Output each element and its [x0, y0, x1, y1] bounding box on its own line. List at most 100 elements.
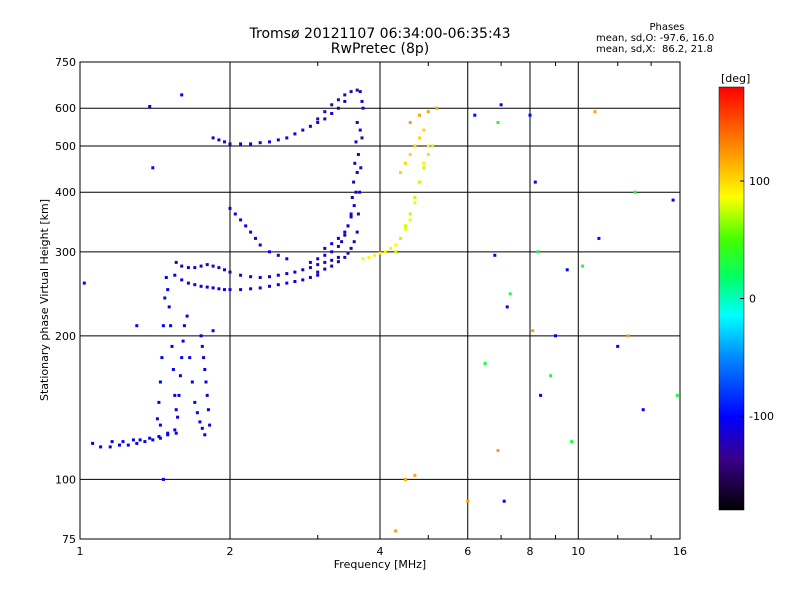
data-point: [346, 251, 350, 255]
data-point: [539, 393, 543, 397]
y-tick-label: 300: [55, 246, 76, 259]
data-point: [473, 113, 477, 117]
colorbar-ticks: 100 0 -100: [740, 175, 774, 423]
data-point: [499, 103, 503, 107]
data-point: [199, 264, 203, 268]
data-point: [316, 270, 320, 274]
data-point: [505, 305, 509, 309]
data-point: [316, 121, 320, 124]
data-point: [356, 212, 360, 216]
data-point: [308, 266, 312, 270]
data-point: [178, 374, 182, 378]
stats-heading: Phases: [649, 22, 685, 33]
data-point: [254, 236, 257, 240]
data-point: [352, 240, 356, 244]
plot-frame: [79, 61, 681, 540]
data-point: [205, 263, 209, 267]
data-points: [82, 88, 679, 533]
data-point: [350, 196, 354, 199]
data-point: [399, 236, 403, 240]
data-point: [276, 253, 280, 257]
data-point: [316, 257, 320, 261]
data-point: [528, 113, 532, 117]
data-point: [249, 142, 253, 146]
data-point: [323, 117, 327, 121]
data-point: [239, 273, 243, 277]
data-point: [244, 224, 248, 228]
data-point: [408, 218, 412, 222]
data-point: [330, 250, 334, 254]
x-tick-label: 2: [227, 545, 234, 558]
data-point: [258, 141, 262, 145]
data-point: [239, 142, 243, 146]
data-point: [135, 324, 139, 328]
data-point: [276, 283, 280, 287]
data-point: [166, 431, 170, 435]
data-point: [355, 88, 359, 92]
data-point: [349, 215, 353, 219]
data-point: [343, 93, 347, 97]
data-point: [531, 329, 535, 333]
data-point: [151, 166, 155, 170]
data-point: [378, 251, 382, 255]
data-point: [108, 445, 112, 449]
data-point: [336, 260, 340, 264]
data-point: [239, 288, 243, 292]
colorbar-label: [deg]: [721, 72, 750, 85]
data-point: [308, 124, 312, 128]
data-point: [355, 230, 359, 234]
data-point: [399, 171, 403, 174]
data-point: [157, 435, 161, 438]
data-point: [173, 393, 177, 397]
data-point: [174, 431, 178, 435]
data-point: [493, 253, 497, 257]
data-point: [188, 356, 192, 360]
data-point: [167, 305, 171, 309]
data-point: [121, 440, 125, 444]
data-point: [413, 473, 417, 477]
data-point: [249, 287, 253, 291]
data-point: [373, 253, 376, 257]
data-point: [343, 233, 347, 237]
data-point: [418, 113, 421, 117]
data-point: [161, 477, 165, 481]
y-axis-label: Stationary phase Virtual Height [km]: [38, 199, 51, 401]
data-point: [422, 128, 426, 132]
data-point: [616, 344, 620, 348]
data-point: [502, 499, 506, 503]
data-point: [151, 438, 155, 442]
data-point: [166, 288, 170, 292]
axis-ticks: 1 2 4 6 8 10 16 75 100 200 300 400 500 600 750: [55, 56, 687, 558]
data-point: [549, 374, 553, 378]
data-point: [353, 161, 357, 165]
data-point: [336, 106, 340, 110]
data-point: [355, 171, 359, 174]
data-point: [211, 286, 215, 290]
data-point: [359, 166, 363, 170]
x-tick-label: 1: [77, 545, 84, 558]
stats-line-o: mean, sd,O: -97.6, 16.0: [596, 33, 715, 44]
data-point: [173, 273, 177, 277]
chart-subtitle: RwPretec (8p): [330, 41, 430, 57]
data-point: [91, 441, 95, 445]
data-point: [198, 420, 202, 424]
data-point: [161, 324, 165, 328]
data-point: [316, 263, 320, 267]
data-point: [158, 380, 162, 384]
data-point: [158, 436, 162, 440]
data-point: [336, 98, 340, 102]
data-point: [301, 278, 305, 282]
data-point: [186, 281, 190, 285]
data-point: [426, 144, 430, 148]
colorbar-tick-label: 0: [749, 293, 756, 306]
data-point: [343, 99, 347, 103]
data-point: [349, 246, 353, 250]
data-point: [223, 268, 226, 272]
data-point: [330, 103, 334, 107]
data-point: [223, 140, 226, 144]
data-point: [143, 440, 147, 444]
data-point: [408, 121, 412, 124]
data-point: [163, 296, 167, 300]
y-tick-label: 200: [55, 330, 76, 343]
data-point: [394, 243, 398, 247]
